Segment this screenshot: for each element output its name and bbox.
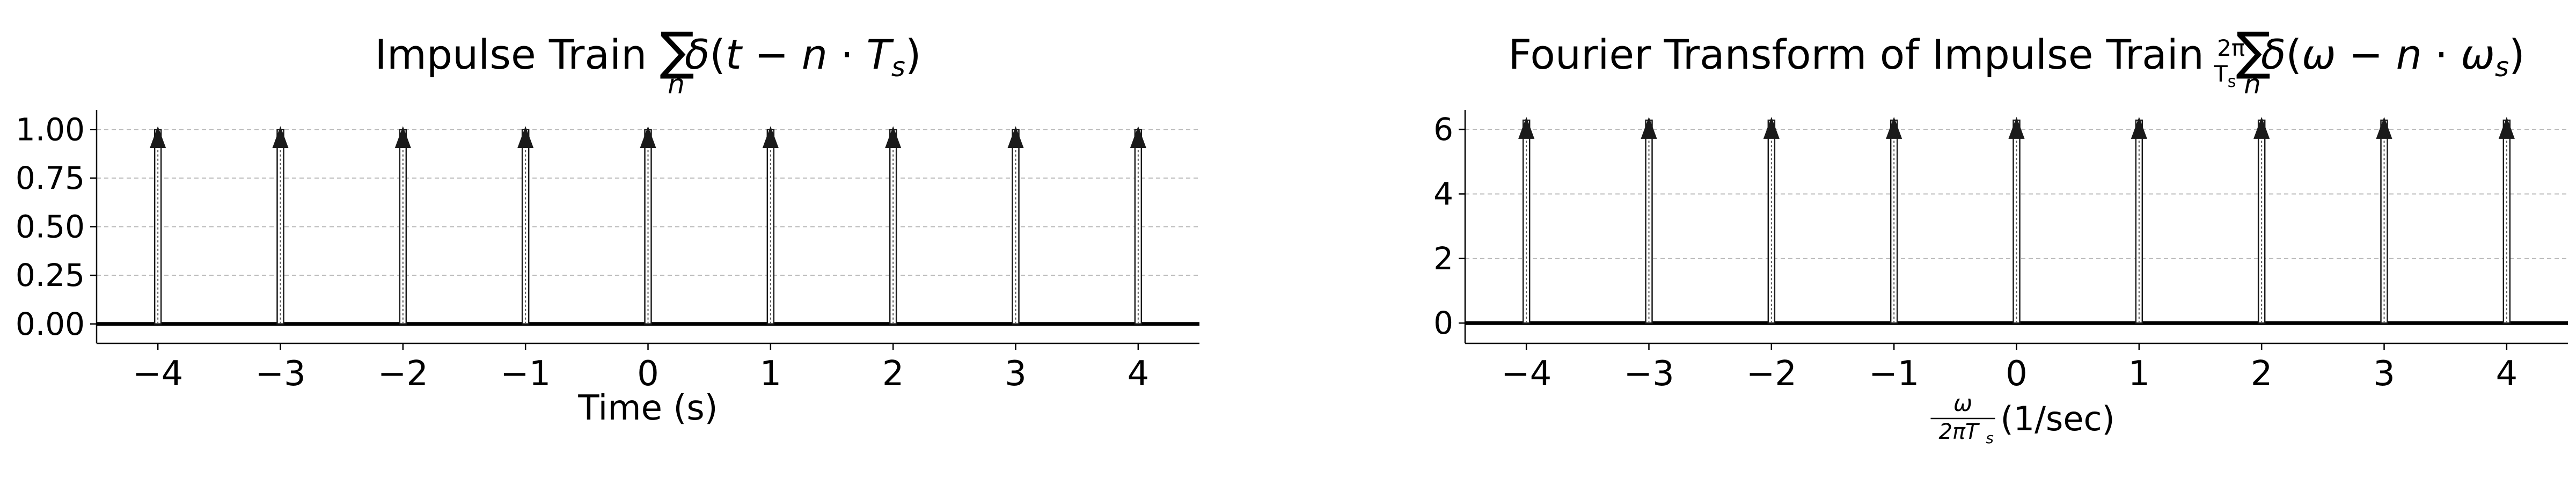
impulse-stem <box>889 129 897 325</box>
y-tick-label: 0 <box>1433 305 1453 341</box>
x-tick-label: 4 <box>2496 354 2518 394</box>
impulse-arrowhead <box>1007 126 1024 148</box>
xlabel-suffix: (1/sec) <box>2001 399 2115 438</box>
x-tick-label: 3 <box>2373 354 2395 394</box>
y-tick-label: 0.25 <box>16 257 85 293</box>
x-tick-label: −4 <box>1501 354 1552 394</box>
title-period-subscript: s <box>2495 52 2509 83</box>
impulse-stem <box>521 129 530 325</box>
title-paren-close: ) <box>905 31 921 78</box>
x-tick-label: −1 <box>1869 354 1919 394</box>
title-period: ω <box>2461 31 2495 78</box>
title-prefix: Impulse Train <box>375 31 660 78</box>
y-tick-label: 4 <box>1433 175 1453 212</box>
impulse-arrowhead <box>2131 116 2147 139</box>
y-tick-label: 0.00 <box>16 306 85 342</box>
title-sum-subscript: n <box>2244 69 2261 100</box>
impulse-stem <box>766 129 775 325</box>
impulse-arrowhead <box>640 126 656 148</box>
x-tick-label: −2 <box>378 354 428 394</box>
x-tick-label: 4 <box>1127 354 1149 394</box>
x-tick-label: 0 <box>2006 354 2028 394</box>
title-paren-close: ) <box>2509 31 2525 78</box>
x-tick-label: 1 <box>2128 354 2150 394</box>
title-delta: δ <box>2261 31 2286 78</box>
x-axis-label: Time (s) <box>577 388 718 428</box>
impulse-arrowhead <box>2376 116 2392 139</box>
impulse-stem <box>399 129 407 325</box>
x-tick-label: −3 <box>255 354 305 394</box>
impulse-stem <box>1012 129 1020 325</box>
title-coef-denominator: T <box>2213 61 2228 87</box>
impulse-arrowhead <box>2253 116 2270 139</box>
y-tick-label: 0.50 <box>16 209 85 245</box>
title-delta: δ <box>685 31 710 78</box>
y-tick-label: 2 <box>1433 240 1453 277</box>
xlabel-fraction-denominator-subscript: s <box>1986 429 1994 447</box>
y-tick-label: 0.75 <box>16 160 85 196</box>
title-variable: t <box>726 31 743 78</box>
chart-title: Fourier Transform of Impulse Train 2π Ts∑… <box>1508 21 2524 100</box>
title-sum-symbol: ∑ <box>2236 21 2271 81</box>
title-sum-subscript: n <box>668 69 685 100</box>
xlabel-fraction-denominator: 2πT <box>1939 420 1981 444</box>
impulse-stem <box>276 129 284 325</box>
impulse-arrowhead <box>2498 116 2515 139</box>
title-prefix: Fourier Transform of Impulse Train <box>1508 31 2217 78</box>
title-variable: ω <box>2302 31 2336 78</box>
impulse-stem <box>1134 129 1143 325</box>
chart-title: Impulse Train ∑ nδ(t − n · Ts) <box>375 21 921 100</box>
title-paren-open: ( <box>709 31 726 78</box>
title-n: n <box>802 31 828 78</box>
subplot-1: 0.00 0.25 0.50 0.75 1.00 −4 −3 −2 −1 0 1 2 3 4 Impulse… <box>16 21 1199 428</box>
x-tick-label: −4 <box>133 354 183 394</box>
x-tick-label: 0 <box>637 354 659 394</box>
impulse-arrowhead <box>394 126 411 148</box>
impulse-arrowhead <box>272 126 289 148</box>
x-tick-label: 2 <box>2251 354 2273 394</box>
title-minus: − <box>742 31 802 78</box>
title-n: n <box>2396 31 2422 78</box>
impulse-arrowhead <box>517 126 534 148</box>
y-tick-label: 6 <box>1433 111 1453 148</box>
title-period-subscript: s <box>891 52 905 83</box>
x-tick-label: −2 <box>1746 354 1797 394</box>
x-tick-label: −3 <box>1623 354 1674 394</box>
impulse-stem <box>153 129 162 325</box>
impulse-arrowhead <box>1763 116 1780 139</box>
title-sum-symbol: ∑ <box>660 21 694 81</box>
title-paren-open: ( <box>2286 31 2302 78</box>
x-tick-label: 3 <box>1005 354 1027 394</box>
title-dot: · <box>828 31 866 78</box>
title-minus: − <box>2336 31 2396 78</box>
title-coef-numerator: 2π <box>2217 35 2245 61</box>
title-dot: · <box>2422 31 2461 78</box>
impulse-stem <box>644 129 652 325</box>
impulse-arrowhead <box>1518 116 1535 139</box>
title-period: T <box>866 31 894 78</box>
title-coef-denominator-subscript: s <box>2228 72 2236 91</box>
y-tick-label: 1.00 <box>16 111 85 148</box>
impulse-arrowhead <box>1130 126 1146 148</box>
xlabel-fraction-numerator: ω <box>1953 390 1972 416</box>
impulse-arrowhead <box>1641 116 1657 139</box>
impulse-arrowhead <box>150 126 166 148</box>
impulse-arrowhead <box>1886 116 1902 139</box>
subplot-2: 0 2 4 6 −4 −3 −2 −1 0 1 2 3 4 Fourier Transform of Im… <box>1433 21 2568 447</box>
impulse-arrowhead <box>762 126 779 148</box>
impulse-arrowhead <box>2008 116 2025 139</box>
impulse-arrowhead <box>885 126 902 148</box>
x-tick-label: 2 <box>882 354 904 394</box>
x-tick-label: 1 <box>759 354 781 394</box>
x-tick-label: −1 <box>500 354 551 394</box>
